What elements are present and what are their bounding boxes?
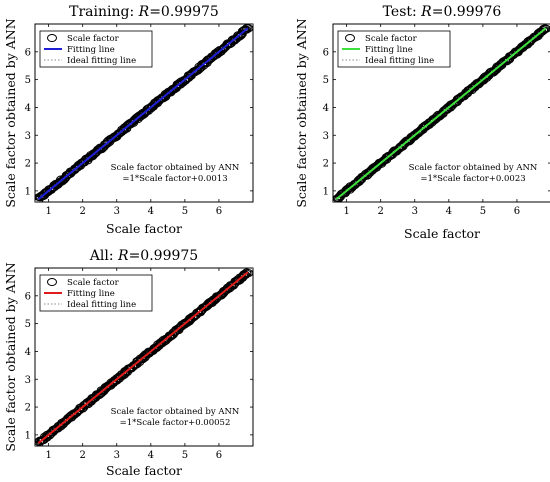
y-tick-label: 2 (25, 159, 31, 170)
y-axis-label: Scale factor obtained by ANN (294, 18, 309, 207)
x-tick-label: 5 (182, 206, 188, 217)
y-tick-label: 6 (25, 47, 31, 58)
y-tick-label: 6 (25, 291, 31, 302)
x-tick-label: 6 (216, 450, 222, 461)
y-tick-label: 5 (25, 319, 31, 330)
x-tick-label: 4 (148, 450, 154, 461)
chart-title: Test: R=0.99976 (383, 4, 502, 20)
scatter-point (57, 176, 68, 185)
scatter-point (412, 128, 423, 137)
x-tick-label: 2 (80, 450, 86, 461)
scatter-point (541, 24, 550, 33)
legend-marker-scatter (47, 278, 57, 286)
x-tick-label: 5 (480, 206, 486, 217)
y-tick-label: 3 (25, 131, 31, 142)
x-axis-label: Scale factor (404, 226, 480, 241)
legend-label: Ideal fitting line (67, 56, 136, 66)
x-tick-label: 1 (343, 206, 349, 217)
x-tick-label: 4 (446, 206, 452, 217)
data-layer (333, 24, 550, 202)
chart-title: Training: R=0.99975 (69, 4, 219, 20)
legend-label: Ideal fitting line (67, 300, 136, 310)
x-tick-label: 1 (45, 450, 51, 461)
legend-label: Fitting line (67, 289, 115, 299)
x-axis-label: Scale factor (106, 221, 182, 236)
y-tick-label: 5 (25, 75, 31, 86)
y-tick-label: 2 (25, 403, 31, 414)
y-tick-label: 3 (323, 131, 329, 142)
legend-marker-scatter (345, 34, 355, 42)
legend-label: Ideal fitting line (365, 56, 434, 66)
data-layer (35, 268, 253, 446)
x-tick-label: 6 (216, 206, 222, 217)
y-tick-label: 4 (25, 347, 31, 358)
y-tick-label: 1 (25, 186, 31, 197)
fitting-line (335, 27, 547, 200)
x-tick-label: 2 (80, 206, 86, 217)
y-tick-label: 3 (25, 375, 31, 386)
y-axis-label: Scale factor obtained by ANN (3, 262, 18, 451)
data-layer (35, 24, 253, 202)
legend-marker-scatter (47, 34, 57, 42)
legend-label: Scale factor (67, 278, 120, 288)
legend-label: Fitting line (365, 45, 413, 55)
scatter-point (243, 269, 253, 278)
legend-label: Fitting line (67, 45, 115, 55)
scatter-point (39, 432, 50, 441)
scatter-point (243, 24, 253, 33)
chart-title: All: R=0.99975 (89, 248, 198, 264)
equation-text: =1*Scale factor+0.00052 (120, 418, 231, 428)
equation-text: Scale factor obtained by ANN (111, 407, 240, 417)
y-tick-label: 4 (25, 103, 31, 114)
scatter-point (112, 130, 123, 139)
equation-text: =1*Scale factor+0.0023 (420, 174, 525, 184)
x-tick-label: 2 (378, 206, 384, 217)
x-tick-label: 4 (148, 206, 154, 217)
fitting-line (37, 271, 249, 444)
y-tick-label: 6 (323, 47, 329, 58)
scatter-point (200, 303, 211, 312)
x-tick-label: 3 (114, 206, 120, 217)
equation-text: Scale factor obtained by ANN (409, 163, 538, 173)
y-tick-label: 1 (25, 430, 31, 441)
y-tick-label: 5 (323, 75, 329, 86)
y-tick-label: 2 (323, 159, 329, 170)
scatter-point (130, 360, 141, 369)
scatter-point (77, 404, 88, 413)
y-tick-label: 4 (323, 103, 329, 114)
scatter-point (105, 381, 116, 390)
equation-text: Scale factor obtained by ANN (111, 163, 240, 173)
legend-label: Scale factor (67, 34, 120, 44)
x-tick-label: 5 (182, 450, 188, 461)
x-tick-label: 3 (412, 206, 418, 217)
x-tick-label: 3 (114, 450, 120, 461)
y-axis-label: Scale factor obtained by ANN (3, 18, 18, 207)
scatter-point (435, 111, 446, 120)
legend-label: Scale factor (365, 34, 418, 44)
fitting-line (37, 27, 249, 200)
x-tick-label: 6 (514, 206, 520, 217)
y-tick-label: 1 (323, 186, 329, 197)
x-tick-label: 1 (45, 206, 51, 217)
subplot-1: Training: R=0.99975 1 2 3 4 5 6 1 2 3 4 5 6 Scale fac… (3, 4, 254, 236)
equation-text: =1*Scale factor+0.0013 (122, 174, 227, 184)
x-axis-label: Scale factor (106, 463, 182, 478)
